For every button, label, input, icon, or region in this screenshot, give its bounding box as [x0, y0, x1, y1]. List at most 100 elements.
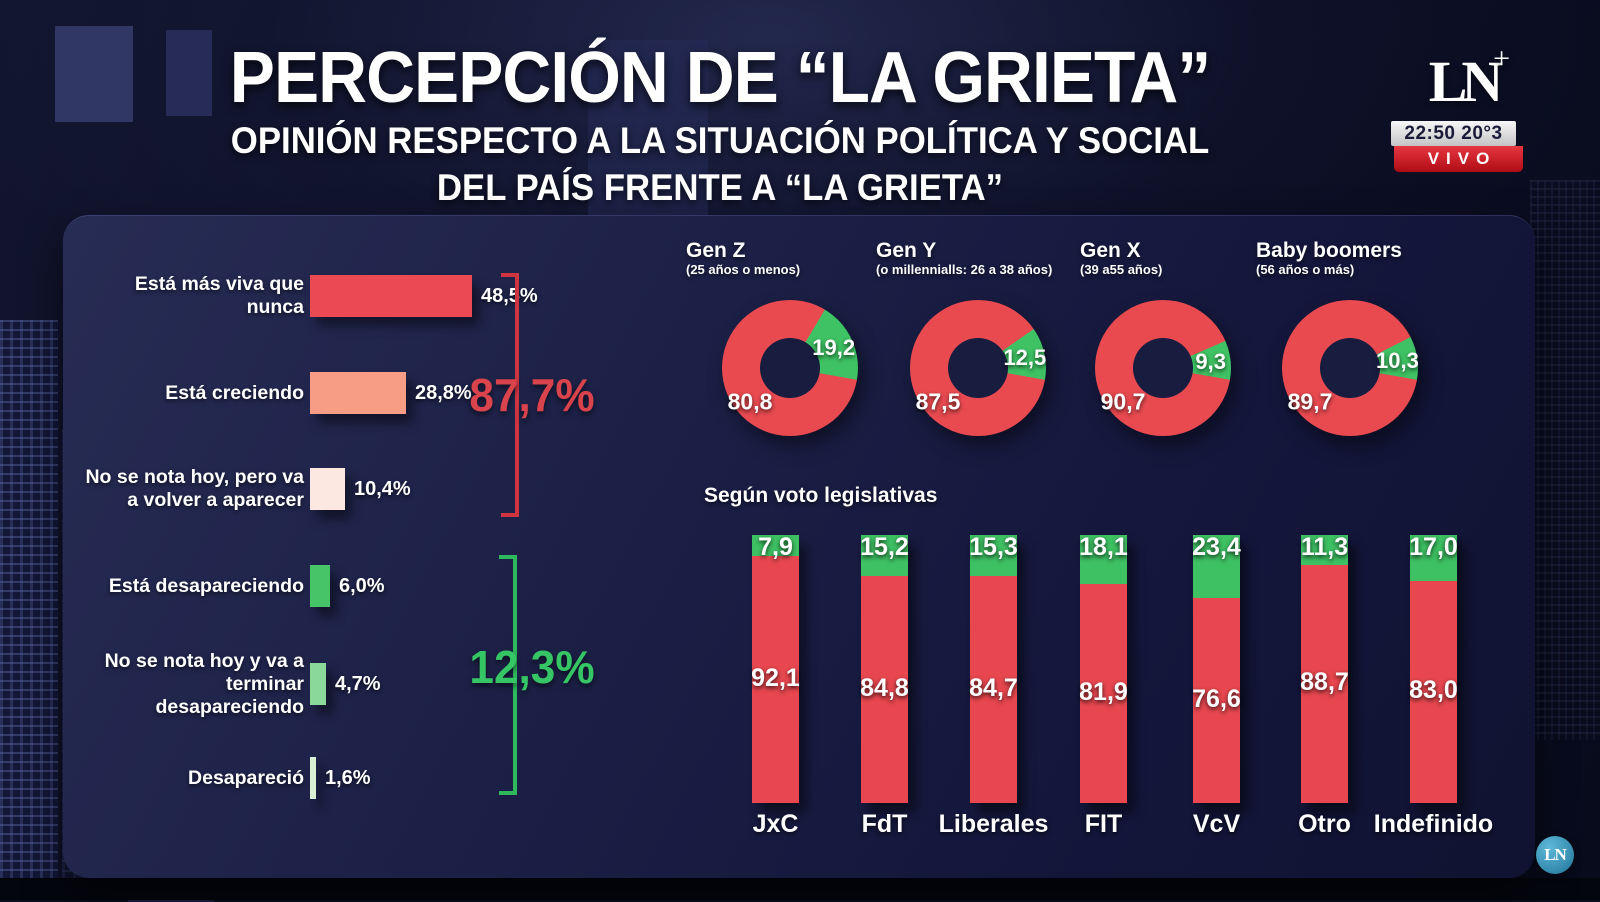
bar-value: 10,4%: [354, 477, 411, 500]
floor-strip: [0, 878, 1600, 900]
donut-chart: [722, 300, 858, 436]
channel-watermark: LN: [1536, 836, 1574, 874]
stacked-green-value: 17,0: [1409, 533, 1458, 561]
stacked-chart-title: Según voto legislativas: [704, 484, 938, 507]
bracket-total-red: 87,7%: [469, 369, 595, 421]
generation-heading: Gen X (39 a55 años): [1080, 239, 1163, 278]
bar-value: 6,0%: [339, 574, 385, 597]
stacked-segment-green: [1080, 535, 1127, 584]
stacked-column: [1193, 535, 1240, 803]
stacked-red-value: 83,0: [1409, 676, 1458, 704]
stacked-segment-red: [1193, 598, 1240, 803]
stacked-segment-green: [1301, 535, 1348, 565]
bar-value: 1,6%: [325, 766, 371, 789]
bar-segment: [310, 468, 345, 510]
donut-green-value: 12,5: [1003, 344, 1047, 370]
bar-row-label: No se nota hoy, pero va a volver a apare…: [85, 466, 304, 511]
bar-segment: [310, 757, 316, 799]
stacked-green-value: 15,2: [860, 533, 909, 561]
stacked-column: [861, 535, 908, 803]
stacked-category-label: Otro: [1298, 810, 1351, 838]
building-silhouette: [588, 40, 708, 230]
backdrop-texture: [1530, 180, 1600, 740]
channel-logo: LN +: [1408, 42, 1518, 115]
channel-logo-plus-icon: +: [1493, 42, 1510, 75]
generation-age-range: (o millennialls: 26 a 38 años): [876, 262, 1053, 277]
bar-row-label: Está creciendo: [165, 381, 304, 404]
bar-row-label: No se nota hoy y va a terminar desaparec…: [105, 650, 304, 718]
building-silhouette: [0, 320, 58, 900]
donut-chart: [1095, 300, 1231, 436]
bracket-total-green: 12,3%: [469, 641, 595, 693]
donut-red-value: 89,7: [1287, 388, 1333, 415]
stacked-red-value: 81,9: [1079, 677, 1128, 706]
stacked-category-label: Liberales: [938, 810, 1049, 838]
stacked-green-value: 18,1: [1079, 533, 1128, 561]
stacked-category-label: VcV: [1192, 810, 1241, 838]
stacked-column: [1301, 535, 1348, 803]
bar-segment: [310, 275, 472, 317]
donut-red-value: 80,8: [727, 388, 773, 415]
generation-age-range: (25 años o menos): [686, 262, 801, 277]
generation-name: Gen Z: [686, 239, 746, 262]
donut-green-value: 10,3: [1376, 347, 1419, 373]
bar-segment: [310, 565, 330, 607]
generation-name: Gen X: [1080, 239, 1141, 262]
donut-green-value: 19,2: [812, 335, 856, 361]
stacked-column: [752, 535, 799, 803]
stacked-green-value: 7,9: [758, 533, 793, 561]
generation-heading: Gen Y (o millennialls: 26 a 38 años): [876, 239, 1053, 278]
generation-name: Gen Y: [876, 239, 937, 262]
header: PERCEPCIÓN DE “LA GRIETA” OPINIÓN RESPEC…: [70, 42, 1370, 209]
donut-green-value: 9,3: [1195, 349, 1226, 375]
bar-segment: [310, 663, 326, 705]
donut-hole: [760, 338, 820, 398]
building-silhouette: [55, 26, 133, 122]
donut-hole: [1320, 338, 1380, 398]
stacked-segment-green: [1410, 535, 1457, 581]
generation-heading: Baby boomers (56 años o más): [1256, 239, 1402, 278]
stacked-red-value: 76,6: [1192, 684, 1241, 713]
stacked-red-value: 84,7: [969, 673, 1018, 702]
stacked-green-value: 23,4: [1192, 533, 1241, 561]
donut-chart: [1282, 300, 1418, 436]
stacked-segment-green: [752, 535, 799, 556]
stacked-segment-green: [861, 535, 908, 576]
stacked-segment-red: [1410, 581, 1457, 803]
donut-chart: [910, 300, 1046, 436]
stacked-red-value: 88,7: [1300, 668, 1349, 696]
stacked-green-value: 15,3: [969, 533, 1018, 561]
stacked-segment-red: [1080, 584, 1127, 803]
generation-age-range: (39 a55 años): [1080, 262, 1163, 277]
time-temperature-display: 22:50 20°3: [1391, 121, 1516, 146]
donut-red-value: 90,7: [1100, 388, 1146, 415]
bracket-grieta-desaparece: [499, 555, 517, 795]
bar-row-label: Desapareció: [188, 766, 304, 789]
bar-value: 28,8%: [415, 381, 472, 404]
donut-red-value: 87,5: [915, 388, 961, 415]
stacked-category-label: JxC: [752, 810, 799, 838]
stacked-segment-red: [752, 556, 799, 803]
stacked-segment-red: [970, 576, 1017, 803]
page-subtitle-line2: DEL PAÍS FRENTE A “LA GRIETA”: [436, 167, 1004, 209]
generation-name: Baby boomers: [1256, 239, 1402, 262]
stacked-column: [1410, 535, 1457, 803]
page-subtitle-line1: OPINIÓN RESPECTO A LA SITUACIÓN POLÍTICA…: [230, 120, 1210, 161]
stacked-column: [1080, 535, 1127, 803]
page-title: PERCEPCIÓN DE “LA GRIETA”: [229, 38, 1211, 118]
stacked-column: [970, 535, 1017, 803]
live-badge: VIVO: [1394, 146, 1523, 172]
stacked-segment-red: [861, 576, 908, 803]
bar-row-label: Está desapareciendo: [108, 574, 304, 597]
bracket-grieta-viva: [501, 273, 519, 517]
stacked-category-label: FIT: [1084, 810, 1123, 838]
stacked-red-value: 92,1: [751, 663, 800, 692]
bar-segment: [310, 372, 406, 414]
stacked-category-label: FdT: [861, 810, 908, 838]
stacked-category-label: Indefinido: [1373, 810, 1494, 838]
donut-hole: [1133, 338, 1193, 398]
bar-value: 48,5%: [481, 284, 538, 307]
stacked-segment-green: [1193, 535, 1240, 598]
donut-hole: [948, 338, 1008, 398]
stacked-green-value: 11,3: [1300, 533, 1349, 561]
